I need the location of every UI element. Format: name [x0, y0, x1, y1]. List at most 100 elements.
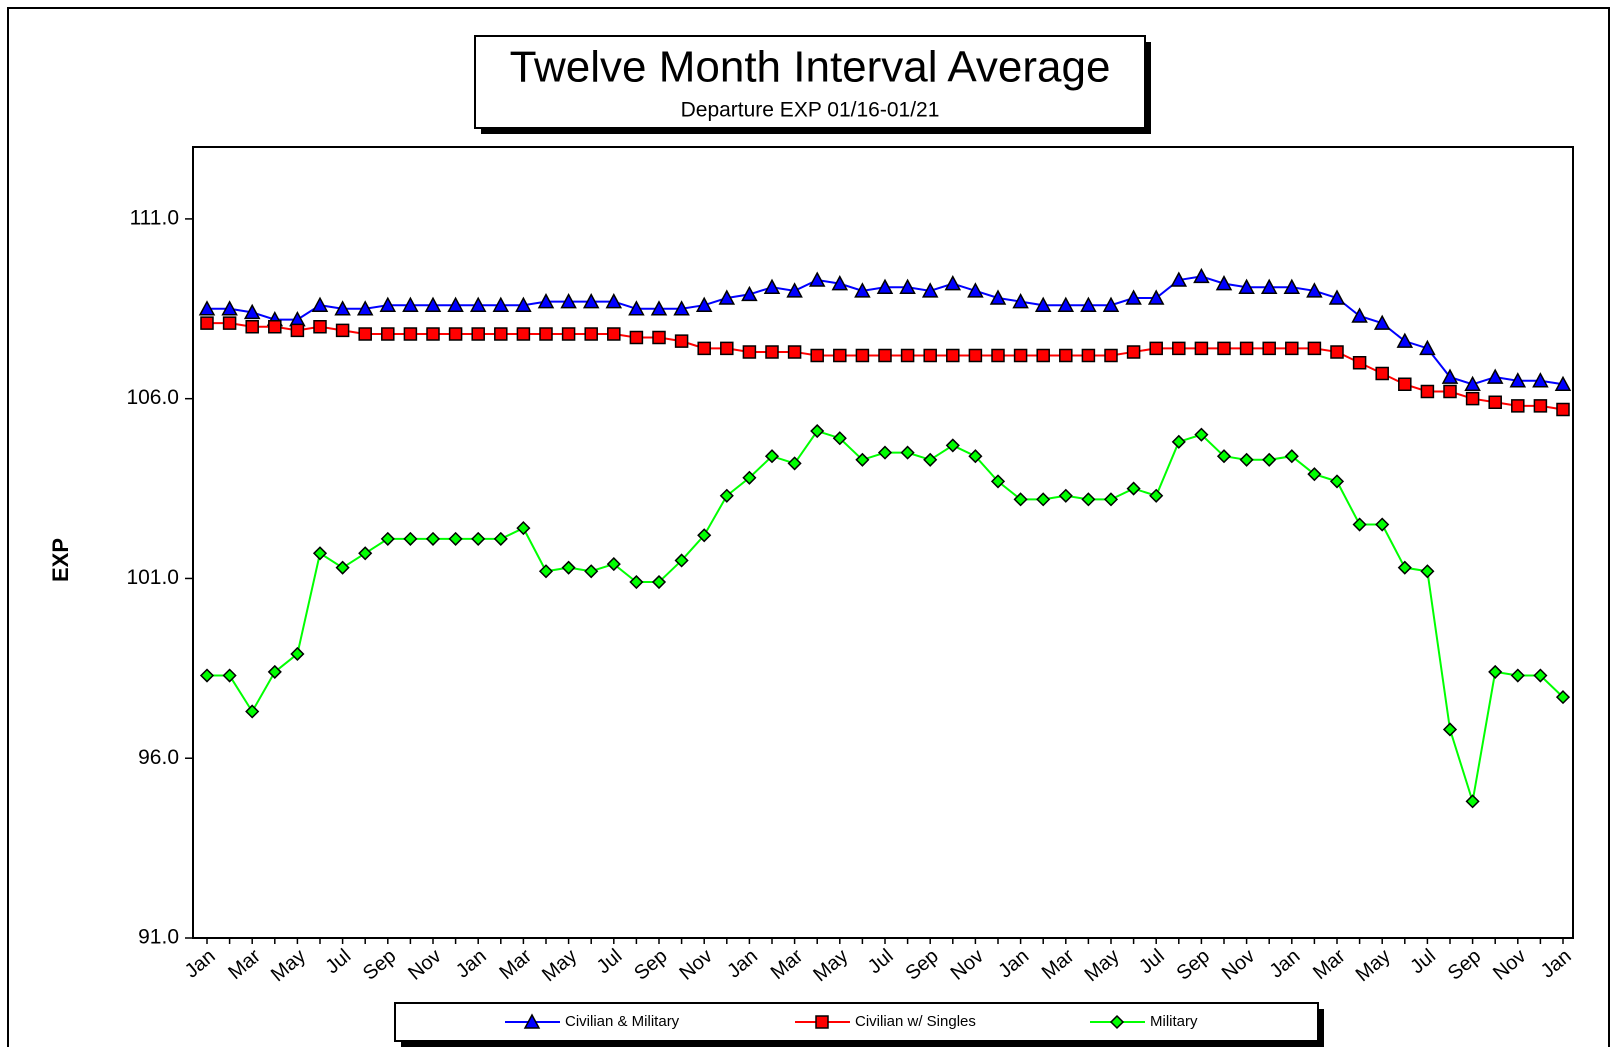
data-point	[991, 348, 1005, 363]
data-point	[582, 293, 600, 309]
data-point	[1126, 345, 1141, 359]
data-point	[787, 345, 802, 359]
data-point	[1102, 296, 1120, 312]
data-point	[968, 348, 983, 363]
data-point	[1262, 452, 1277, 467]
data-point	[989, 289, 1007, 305]
data-point	[493, 531, 508, 546]
data-point	[1510, 668, 1525, 683]
data-point	[1352, 517, 1367, 532]
data-point	[1194, 427, 1209, 442]
data-point	[787, 456, 802, 471]
data-point	[1555, 690, 1571, 705]
plot-area	[192, 146, 1574, 939]
data-point	[448, 327, 463, 341]
data-point	[629, 574, 644, 590]
data-point	[741, 285, 758, 302]
data-point	[245, 320, 259, 334]
data-point	[1396, 332, 1414, 348]
data-point	[356, 300, 374, 316]
data-point	[652, 330, 666, 345]
data-point	[1013, 492, 1028, 507]
data-point	[243, 303, 261, 320]
data-point	[1488, 664, 1503, 679]
data-point	[946, 348, 960, 363]
data-point	[651, 574, 667, 590]
data-point	[379, 296, 397, 312]
data-point	[1419, 339, 1436, 356]
legend-item: Civilian w/ Singles	[795, 1013, 976, 1030]
data-point	[1283, 278, 1301, 294]
data-point	[290, 323, 305, 338]
data-point	[1125, 289, 1142, 305]
data-point	[267, 664, 282, 679]
data-point	[381, 327, 395, 341]
data-point	[424, 296, 442, 312]
data-point	[1352, 355, 1367, 370]
data-point	[561, 327, 576, 341]
data-point	[538, 564, 554, 579]
data-point	[990, 474, 1006, 489]
data-point	[629, 330, 644, 345]
title-box	[474, 35, 1146, 129]
data-point	[1013, 348, 1028, 363]
data-point	[1193, 267, 1210, 284]
data-point	[1443, 384, 1457, 399]
data-point	[1238, 278, 1255, 294]
data-point	[1488, 395, 1502, 410]
data-point	[1373, 314, 1391, 330]
data-point	[515, 296, 532, 312]
data-point	[1532, 372, 1549, 388]
data-point	[1328, 289, 1346, 305]
data-point	[1351, 307, 1368, 323]
data-point	[221, 300, 238, 316]
data-point	[561, 560, 576, 575]
data-point	[268, 320, 282, 334]
data-point	[786, 282, 803, 298]
data-point	[1215, 275, 1233, 291]
data-point	[198, 300, 216, 316]
data-point	[1420, 564, 1435, 579]
data-point	[1171, 434, 1186, 449]
data-point	[1511, 399, 1525, 413]
data-point	[674, 334, 689, 348]
data-point	[1420, 384, 1435, 399]
data-point	[1149, 341, 1163, 356]
data-point	[311, 296, 329, 312]
data-point	[945, 438, 960, 453]
data-point	[899, 278, 916, 294]
data-point	[1036, 492, 1051, 507]
data-point	[1081, 492, 1096, 507]
data-point	[1307, 467, 1322, 482]
data-point	[921, 282, 939, 298]
data-point	[808, 271, 826, 287]
data-point	[335, 323, 350, 338]
data-point	[1216, 449, 1232, 464]
data-point	[1057, 296, 1075, 312]
data-point	[967, 282, 984, 298]
legend-label: Civilian w/ Singles	[855, 1013, 976, 1030]
data-point	[199, 668, 215, 683]
data-point	[900, 445, 915, 460]
chart-title: Twelve Month Interval Average	[510, 43, 1111, 92]
data-point	[855, 348, 870, 363]
data-point	[607, 327, 621, 341]
data-point	[833, 348, 847, 363]
data-point	[426, 327, 440, 341]
data-point	[1285, 341, 1299, 356]
y-tick-label: 106.0	[126, 386, 179, 409]
data-point	[697, 528, 712, 543]
data-point	[448, 531, 463, 546]
data-point	[742, 345, 757, 359]
data-point	[765, 345, 779, 359]
data-point	[923, 348, 937, 363]
data-point	[1284, 449, 1299, 464]
data-point	[245, 704, 260, 719]
data-point	[1441, 368, 1459, 384]
data-point	[1465, 391, 1480, 406]
data-point	[674, 553, 689, 568]
data-point	[1329, 474, 1345, 489]
data-point	[1036, 348, 1050, 363]
data-point	[1170, 271, 1188, 287]
